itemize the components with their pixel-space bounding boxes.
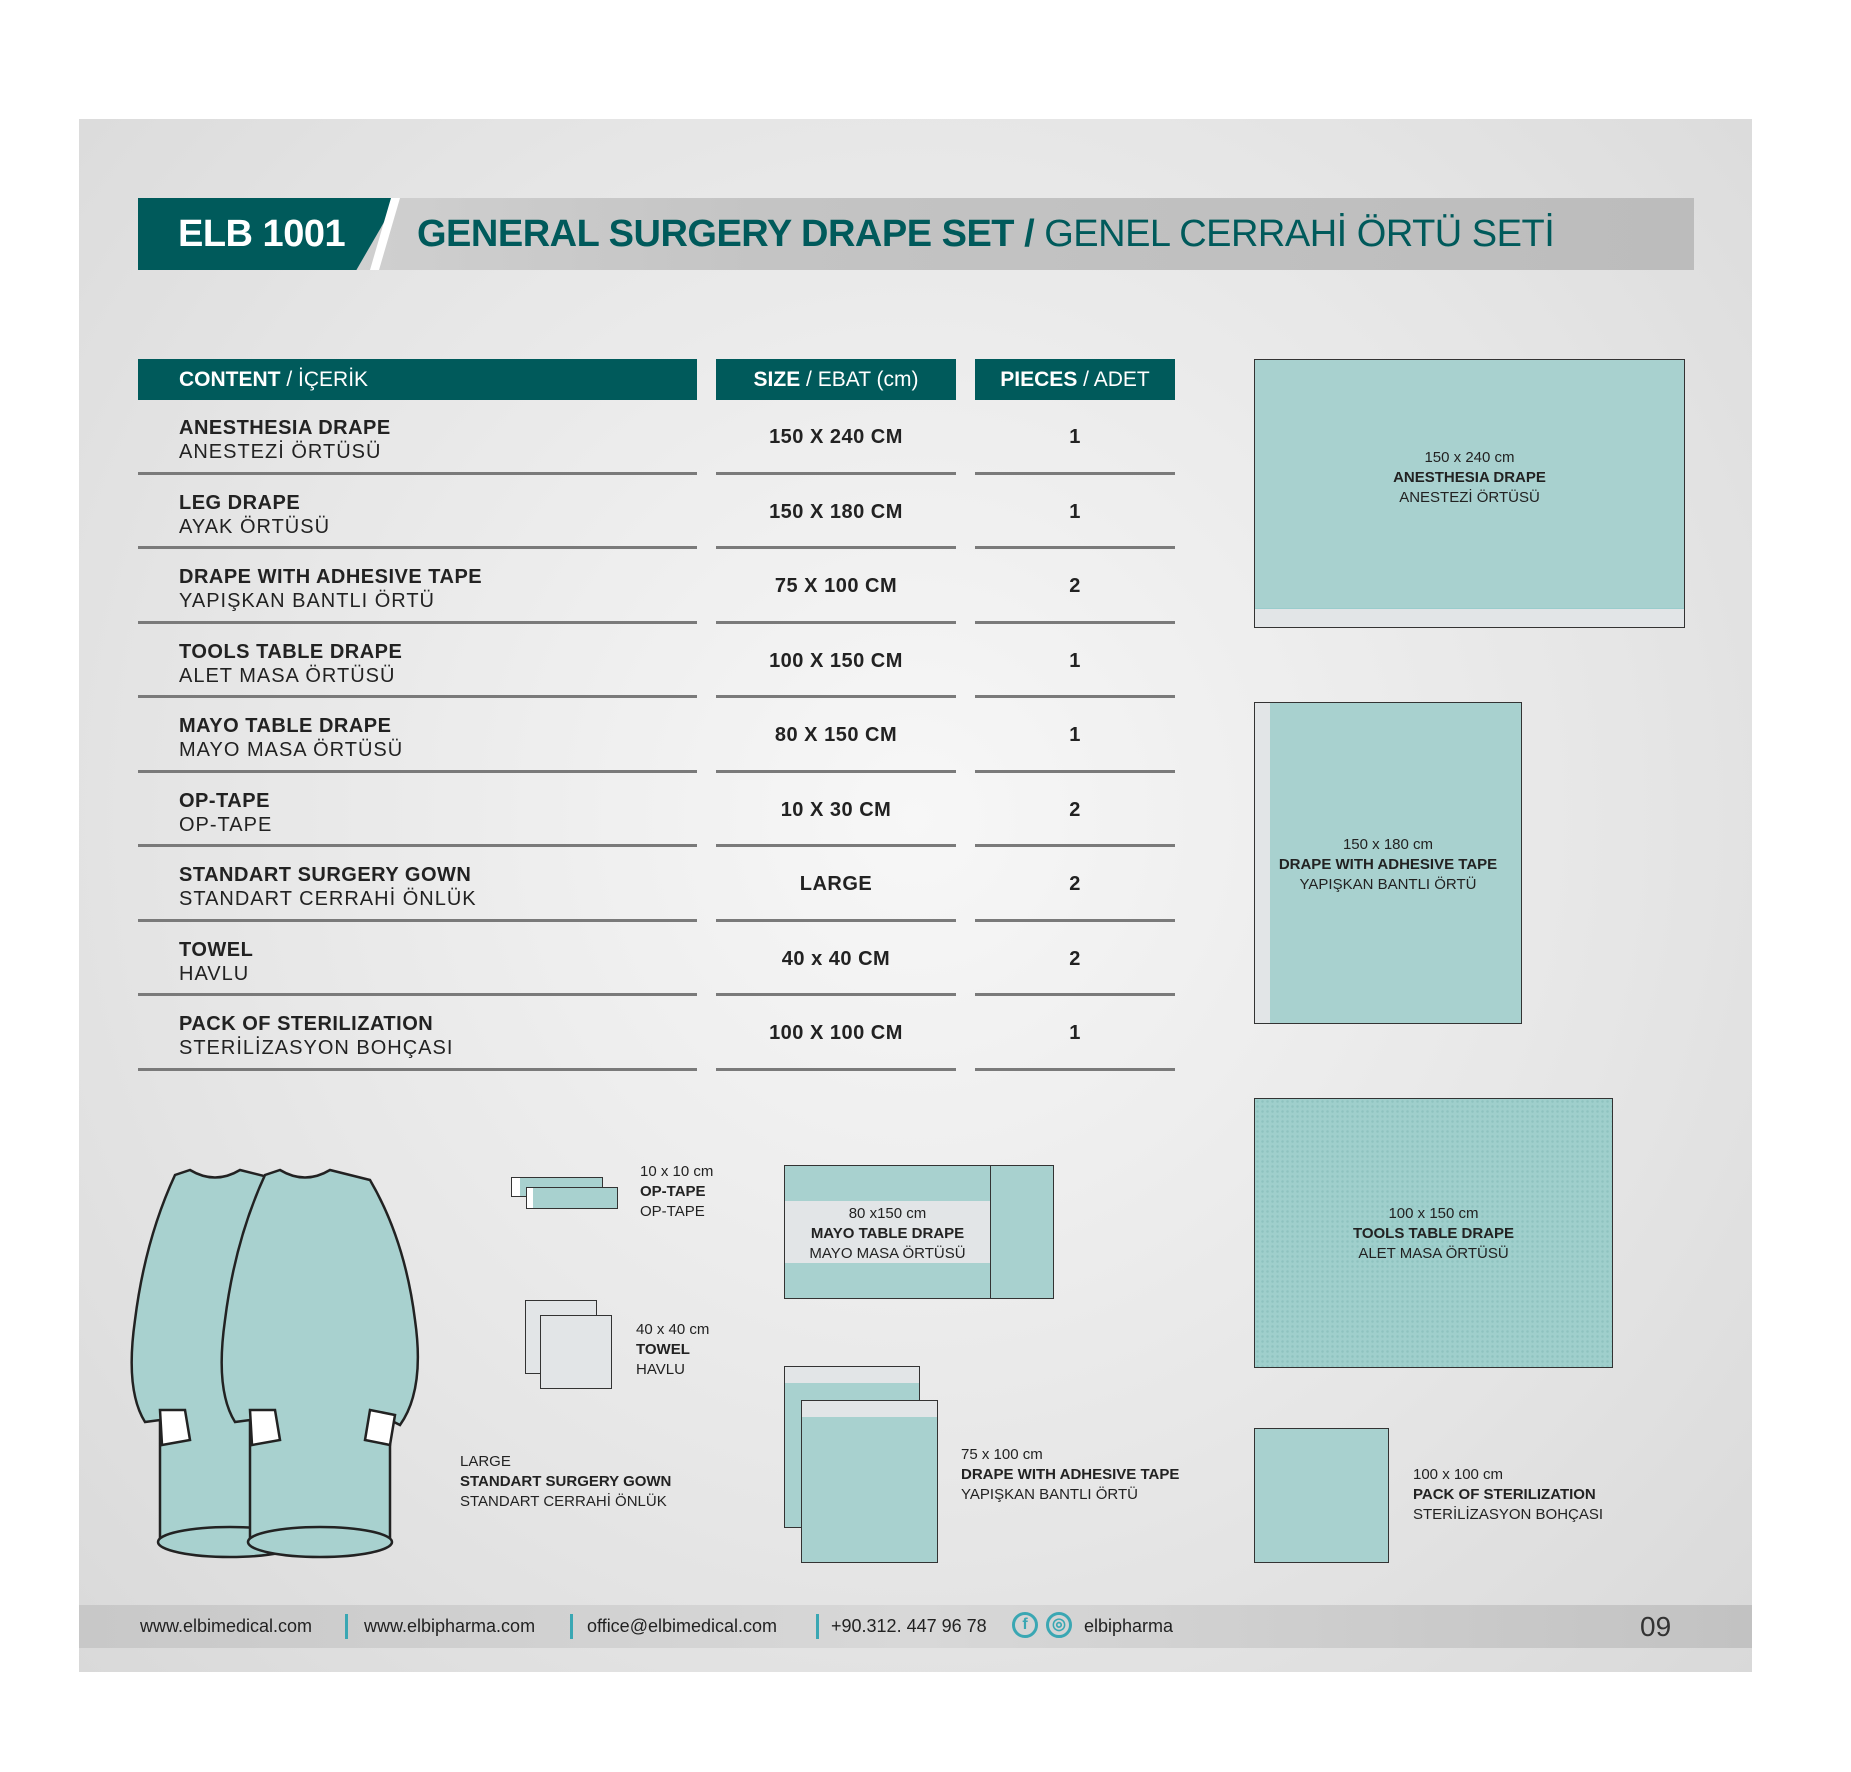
table-row: ANESTHESIA DRAPE ANESTEZİ ÖRTÜSÜ — [138, 400, 697, 475]
item-name-tr: ANESTEZİ ÖRTÜSÜ — [179, 441, 382, 463]
item-size: 150 X 180 CM — [716, 475, 956, 549]
item-name: DRAPE WITH ADHESIVE TAPE — [179, 566, 483, 588]
facebook-icon[interactable]: f — [1012, 1612, 1038, 1638]
table-row: TOWEL HAVLU — [138, 922, 697, 996]
item-name-tr: ALET MASA ÖRTÜSÜ — [179, 664, 396, 687]
label-size: 80 x150 cm — [848, 1205, 927, 1222]
label-tr: ANESTEZİ ÖRTÜSÜ — [1399, 489, 1540, 506]
label-tr: MAYO MASA ÖRTÜSÜ — [809, 1245, 966, 1262]
item-name: OP-TAPE — [179, 789, 270, 812]
footer-bar — [79, 1605, 1752, 1648]
item-pieces: 1 — [975, 400, 1175, 475]
op-tape-icon — [526, 1187, 618, 1209]
item-pieces: 2 — [975, 922, 1175, 996]
page-number: 09 — [1640, 1611, 1672, 1642]
item-pieces: 1 — [975, 475, 1175, 549]
adhesive-drape-small-label: 75 x 100 cm DRAPE WITH ADHESIVE TAPE YAPIŞ… — [961, 1446, 1180, 1503]
page-title: GENERAL SURGERY DRAPE SET / GENEL CERRAH… — [417, 198, 1555, 270]
item-name: MAYO TABLE DRAPE — [179, 715, 392, 737]
item-name-tr: OP-TAPE — [179, 813, 273, 836]
item-pieces: 2 — [975, 549, 1175, 624]
surgery-gown-icons — [130, 1168, 420, 1559]
header-content: CONTENT / İÇERİK — [138, 359, 697, 400]
item-size: 150 X 240 CM — [716, 400, 956, 475]
adhesive-drape-large-illustration: 150 x 180 cm DRAPE WITH ADHESIVE TAPE YA… — [1254, 702, 1522, 1024]
item-name-tr: STERİLİZASYON BOHÇASI — [179, 1037, 454, 1059]
item-size: 75 X 100 CM — [716, 549, 956, 624]
divider — [816, 1614, 819, 1639]
item-size: LARGE — [716, 847, 956, 922]
sterilization-pack-label: 100 x 100 cm PACK OF STERILIZATION STERİLİ… — [1413, 1466, 1604, 1523]
towel-label: 40 x 40 cm TOWEL HAVLU — [636, 1321, 710, 1378]
op-tape-label: 10 x 10 cm OP-TAPE OP-TAPE — [640, 1163, 714, 1220]
table-row: TOOLS TABLE DRAPE ALET MASA ÖRTÜSÜ — [138, 624, 697, 698]
adhesive-drape-small-illustration — [801, 1400, 938, 1563]
mayo-table-drape-illustration: 80 x150 cm MAYO TABLE DRAPE MAYO MASA ÖR… — [784, 1165, 1054, 1299]
item-pieces: 1 — [975, 624, 1175, 698]
website-link-elbimedical[interactable]: www.elbimedical.com — [140, 1616, 313, 1636]
table-row: OP-TAPE OP-TAPE — [138, 773, 697, 847]
website-link-elbipharma[interactable]: www.elbipharma.com — [364, 1616, 536, 1636]
item-name-tr: YAPIŞKAN BANTLI ÖRTÜ — [179, 590, 435, 612]
product-code: ELB 1001 — [138, 198, 398, 270]
gown-label: LARGE STANDART SURGERY GOWN STANDART CERRA… — [460, 1453, 672, 1510]
label-en: DRAPE WITH ADHESIVE TAPE — [1278, 856, 1498, 873]
table-row: STANDART SURGERY GOWN STANDART CERRAHİ Ö… — [138, 847, 697, 922]
item-name-tr: STANDART CERRAHİ ÖNLÜK — [179, 888, 477, 910]
divider — [570, 1614, 573, 1639]
item-name-tr: AYAK ÖRTÜSÜ — [179, 515, 331, 538]
item-name-tr: HAVLU — [179, 962, 250, 985]
divider — [345, 1614, 348, 1639]
item-pieces: 1 — [975, 698, 1175, 773]
header-size: SIZE / EBAT (cm) — [716, 359, 956, 400]
header-pieces: PIECES / ADET — [975, 359, 1175, 400]
table-row: DRAPE WITH ADHESIVE TAPE YAPIŞKAN BANTLI… — [138, 549, 697, 624]
instagram-icon[interactable]: ◎ — [1046, 1612, 1072, 1638]
table-row: MAYO TABLE DRAPE MAYO MASA ÖRTÜSÜ — [138, 698, 697, 773]
item-pieces: 2 — [975, 847, 1175, 922]
item-size: 100 X 100 CM — [716, 996, 956, 1071]
social-handle: elbipharma — [1084, 1616, 1174, 1636]
label-size: 150 x 180 cm — [1342, 836, 1434, 853]
item-size: 100 X 150 CM — [716, 624, 956, 698]
anesthesia-drape-illustration: 150 x 240 cm ANESTHESIA DRAPE ANESTEZİ Ö… — [1254, 359, 1685, 628]
item-name: STANDART SURGERY GOWN — [179, 864, 472, 886]
item-size: 10 X 30 CM — [716, 773, 956, 847]
towel-icon — [540, 1315, 612, 1389]
item-name: LEG DRAPE — [179, 491, 301, 514]
sterilization-pack-illustration — [1254, 1428, 1389, 1563]
table-row: LEG DRAPE AYAK ÖRTÜSÜ — [138, 475, 697, 549]
label-en: TOOLS TABLE DRAPE — [1352, 1225, 1515, 1242]
item-name: TOOLS TABLE DRAPE — [179, 640, 403, 663]
item-size: 40 x 40 CM — [716, 922, 956, 996]
title-tr: GENEL CERRAHİ ÖRTÜ SETİ — [1044, 213, 1555, 255]
item-name: TOWEL — [179, 938, 254, 961]
label-en: MAYO TABLE DRAPE — [810, 1225, 965, 1242]
title-sep: / — [1014, 213, 1045, 255]
table-row: PACK OF STERILIZATION STERİLİZASYON BOHÇ… — [138, 996, 697, 1071]
item-name: ANESTHESIA DRAPE — [179, 417, 391, 439]
item-name: PACK OF STERILIZATION — [179, 1013, 434, 1035]
item-pieces: 2 — [975, 773, 1175, 847]
phone-number: +90.312. 447 96 78 — [831, 1616, 987, 1636]
header-bar — [138, 198, 1694, 270]
label-en: ANESTHESIA DRAPE — [1393, 469, 1546, 486]
item-size: 80 X 150 CM — [716, 698, 956, 773]
label-tr: ALET MASA ÖRTÜSÜ — [1358, 1245, 1509, 1262]
email-link[interactable]: office@elbimedical.com — [587, 1616, 778, 1636]
label-tr: YAPIŞKAN BANTLI ÖRTÜ — [1299, 876, 1477, 893]
label-size: 150 x 240 cm — [1424, 449, 1515, 466]
item-name-tr: MAYO MASA ÖRTÜSÜ — [179, 739, 404, 761]
tools-table-drape-illustration: 100 x 150 cm TOOLS TABLE DRAPE ALET MASA… — [1254, 1098, 1613, 1368]
label-size: 100 x 150 cm — [1388, 1205, 1479, 1222]
item-pieces: 1 — [975, 996, 1175, 1071]
title-en: GENERAL SURGERY DRAPE SET — [417, 213, 1015, 255]
